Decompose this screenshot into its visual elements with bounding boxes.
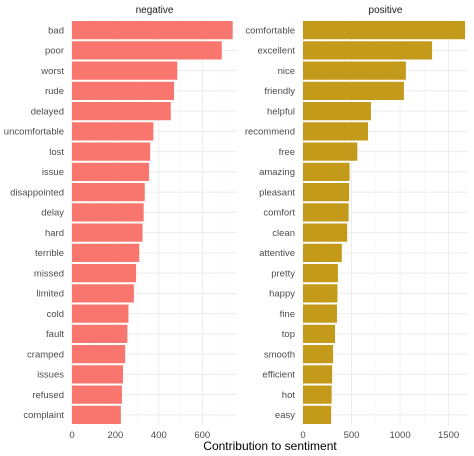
category-label: happy — [269, 289, 295, 300]
x-tick-label: 0 — [300, 430, 305, 441]
category-label: complaint — [23, 410, 64, 421]
bar-lost — [72, 142, 151, 161]
category-label: comfortable — [245, 25, 295, 36]
bar-top — [303, 324, 336, 343]
bar-complaint — [72, 405, 121, 424]
bar-hot — [303, 385, 332, 404]
bar-fault — [72, 324, 128, 343]
category-label: missed — [34, 268, 64, 279]
bar-happy — [303, 284, 338, 303]
panel-negative: negative bad poor worst rude delayed uncomfort… — [4, 5, 237, 441]
category-label: delayed — [31, 106, 64, 117]
category-label: smooth — [264, 349, 295, 360]
bar-smooth — [303, 345, 334, 364]
bar-cramped — [72, 345, 126, 364]
bar-clean — [303, 223, 348, 242]
bar-issues — [72, 365, 124, 384]
category-label: issue — [42, 167, 64, 178]
category-label: friendly — [264, 86, 295, 97]
category-label: clean — [272, 228, 295, 239]
bar-friendly — [303, 81, 404, 100]
category-label: bad — [48, 25, 64, 36]
category-label: hard — [45, 228, 64, 239]
bar-excellent — [303, 41, 433, 60]
bar-terrible — [72, 243, 140, 262]
x-tick-label: 0 — [69, 430, 74, 441]
bar-amazing — [303, 162, 350, 181]
x-tick-label: 1500 — [438, 430, 459, 441]
panel-strip-label: negative — [136, 5, 174, 16]
category-label: efficient — [262, 370, 295, 381]
category-label: refused — [32, 390, 64, 401]
category-label: cramped — [27, 349, 64, 360]
bar-uncomfortable — [72, 122, 154, 141]
category-label: uncomfortable — [4, 127, 64, 138]
bar-helpful — [303, 102, 371, 121]
category-label: pretty — [271, 268, 295, 279]
category-label: amazing — [259, 167, 295, 178]
bar-attentive — [303, 243, 342, 262]
category-label: poor — [45, 46, 64, 57]
category-label: worst — [40, 66, 64, 77]
bar-comfortable — [303, 21, 466, 40]
bar-free — [303, 142, 358, 161]
category-label: hot — [282, 390, 296, 401]
category-label: disappointed — [10, 187, 64, 198]
bar-cold — [72, 304, 129, 323]
category-label: fault — [46, 329, 64, 340]
category-label: pleasant — [259, 187, 295, 198]
category-label: attentive — [259, 248, 295, 259]
category-label: easy — [275, 410, 295, 421]
x-tick-label: 1000 — [389, 430, 410, 441]
bar-hard — [72, 223, 143, 242]
category-label: helpful — [267, 106, 295, 117]
bar-poor — [72, 41, 222, 60]
x-axis-title: Contribution to sentiment — [203, 439, 337, 453]
bar-easy — [303, 405, 332, 424]
category-label: fine — [280, 309, 295, 320]
bar-bad — [72, 21, 233, 40]
category-label: comfort — [263, 208, 295, 219]
category-label: rude — [45, 86, 64, 97]
category-label: lost — [49, 147, 64, 158]
bar-issue — [72, 162, 150, 181]
bar-pretty — [303, 264, 338, 283]
x-tick-label: 200 — [107, 430, 123, 441]
x-tick-label: 400 — [151, 430, 167, 441]
bar-recommend — [303, 122, 369, 141]
bar-delayed — [72, 102, 171, 121]
category-label: limited — [37, 289, 64, 300]
panel-positive: positive comfortable excellent nice friendly… — [245, 5, 468, 441]
bar-efficient — [303, 365, 333, 384]
bar-delay — [72, 203, 144, 222]
bar-limited — [72, 284, 134, 303]
x-tick-label: 600 — [194, 430, 210, 441]
category-label: top — [282, 329, 295, 340]
category-label: free — [279, 147, 295, 158]
bar-missed — [72, 264, 137, 283]
bar-fine — [303, 304, 337, 323]
category-label: nice — [278, 66, 295, 77]
x-tick-label: 500 — [344, 430, 360, 441]
category-label: terrible — [35, 248, 64, 259]
bar-comfort — [303, 203, 349, 222]
panel-strip-label: positive — [369, 5, 403, 16]
bar-disappointed — [72, 183, 145, 202]
category-label: recommend — [245, 127, 295, 138]
category-label: delay — [41, 208, 64, 219]
bar-worst — [72, 61, 178, 80]
bar-rude — [72, 81, 175, 100]
category-label: issues — [37, 370, 64, 381]
category-label: excellent — [258, 46, 296, 57]
bar-nice — [303, 61, 406, 80]
category-label: cold — [47, 309, 64, 320]
bar-refused — [72, 385, 122, 404]
bar-pleasant — [303, 183, 350, 202]
